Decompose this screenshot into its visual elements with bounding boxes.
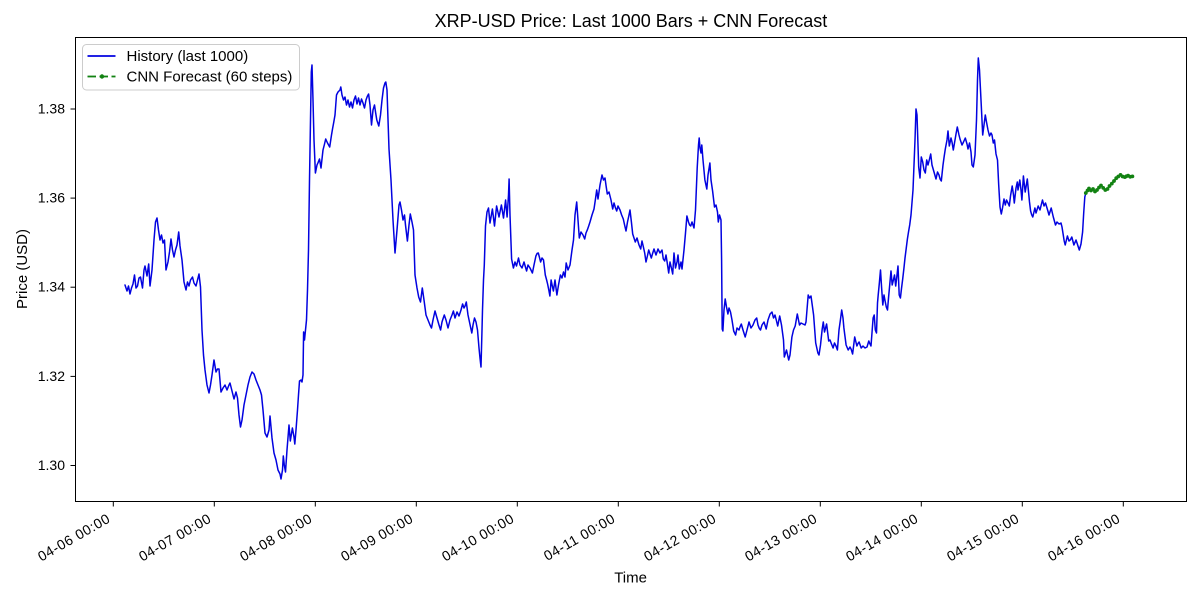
svg-text:1.38: 1.38 <box>38 101 65 117</box>
svg-text:History (last 1000): History (last 1000) <box>127 48 249 65</box>
svg-text:1.36: 1.36 <box>38 190 65 206</box>
svg-text:1.34: 1.34 <box>38 279 65 295</box>
svg-text:1.32: 1.32 <box>38 368 65 384</box>
svg-text:CNN Forecast (60 steps): CNN Forecast (60 steps) <box>127 68 293 85</box>
svg-text:XRP-USD Price: Last 1000 Bars: XRP-USD Price: Last 1000 Bars + CNN Fore… <box>435 11 828 31</box>
svg-text:1.30: 1.30 <box>38 457 65 473</box>
svg-text:Time: Time <box>614 570 647 587</box>
svg-text:Price (USD): Price (USD) <box>14 229 31 309</box>
